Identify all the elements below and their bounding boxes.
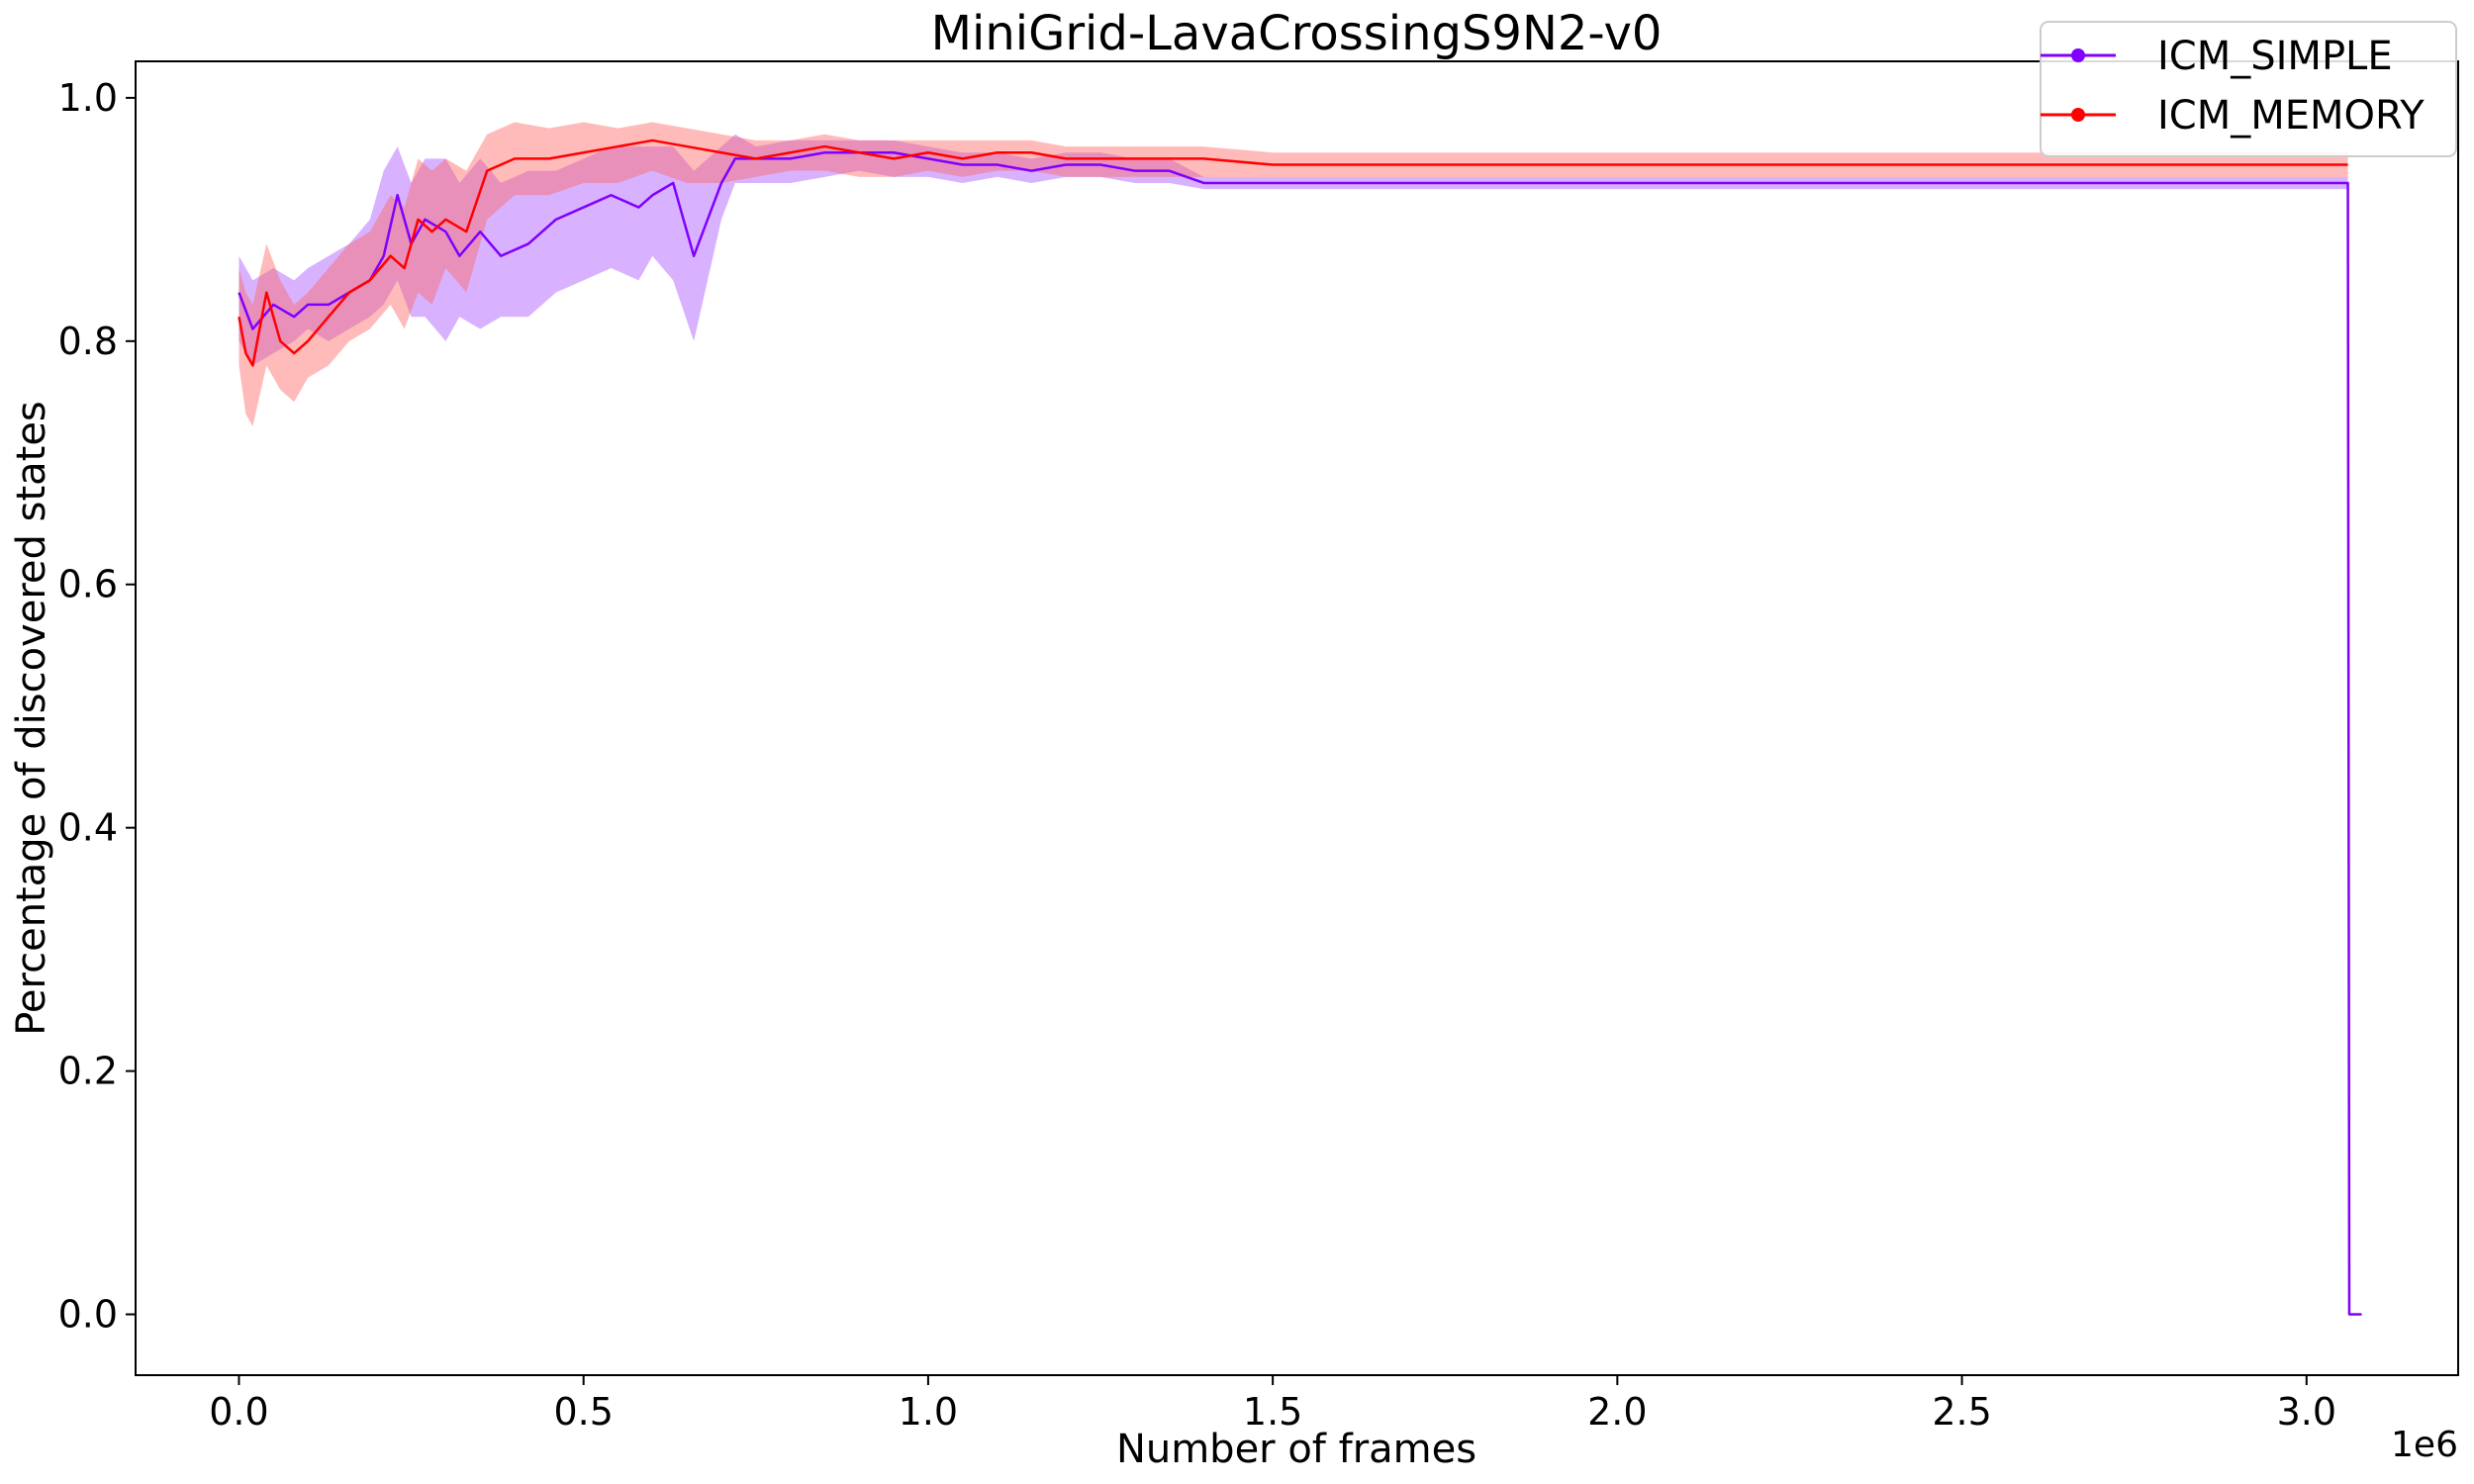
y-tick-label: 0.0 (58, 1293, 118, 1337)
band-icm-simple (238, 134, 2362, 1315)
x-tick-label: 1.5 (1243, 1390, 1302, 1434)
x-axis-label: Number of frames (1116, 1427, 1476, 1472)
chart-title: MiniGrid-LavaCrossingS9N2-v0 (931, 6, 1663, 61)
legend-frame (2040, 21, 2457, 157)
plot-background (136, 61, 2458, 1375)
x-tick-label: 3.0 (2277, 1390, 2336, 1434)
x-tick-label: 2.5 (1932, 1390, 1991, 1434)
y-tick-label: 0.8 (58, 320, 118, 363)
legend-marker-icm-simple (2071, 48, 2085, 62)
y-axis-ticks: 0.0 0.2 0.4 0.6 0.8 1.0 (58, 76, 136, 1337)
x-offset-label: 1e6 (2391, 1425, 2458, 1465)
legend-label-icm-memory: ICM_MEMORY (2157, 93, 2425, 139)
line-icm-memory (238, 139, 2348, 367)
y-tick-label: 1.0 (58, 76, 118, 120)
x-tick-label: 1.0 (899, 1390, 958, 1434)
x-axis-ticks: 0.0 0.5 1.0 1.5 2.0 2.5 3.0 (209, 1375, 2336, 1434)
series-lines (238, 139, 2362, 1316)
y-axis-label: Percentage of discovered states (9, 401, 54, 1036)
x-tick-label: 0.5 (553, 1390, 613, 1434)
y-tick-label: 0.4 (58, 806, 118, 850)
line-icm-simple (238, 150, 2362, 1316)
y-tick-label: 0.2 (58, 1050, 118, 1093)
plot-frame (135, 60, 2459, 1376)
legend-marker-icm-memory (2071, 108, 2085, 122)
legend: ICM_SIMPLE ICM_MEMORY (2040, 21, 2457, 157)
y-tick-label: 0.6 (58, 563, 118, 606)
x-tick-label: 2.0 (1587, 1390, 1647, 1434)
x-tick-label: 0.0 (209, 1390, 268, 1434)
legend-label-icm-simple: ICM_SIMPLE (2157, 34, 2393, 79)
